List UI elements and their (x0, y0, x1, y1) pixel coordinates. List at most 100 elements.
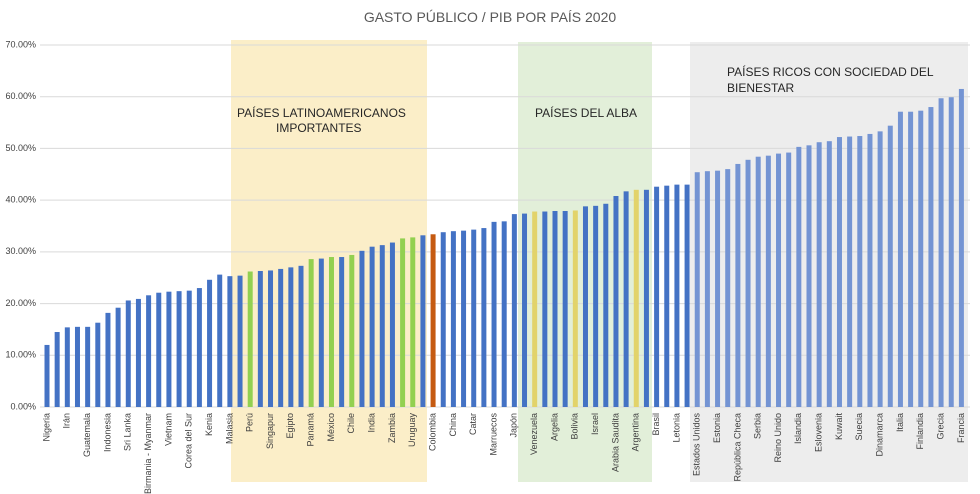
x-tick-label: Dinamarca (874, 413, 884, 457)
x-tick-label: Uruguay (407, 413, 417, 448)
bar (339, 257, 345, 407)
bar (450, 231, 456, 407)
bar (735, 163, 741, 407)
x-tick-label: Venezuela (529, 413, 539, 455)
x-tick-label: Arabia Saudita (610, 413, 620, 472)
bar (217, 274, 223, 407)
x-tick-label: Finlandia (915, 413, 925, 450)
x-tick-label: Italia (895, 413, 905, 432)
bar (857, 136, 863, 407)
x-tick-label: Panamá (306, 413, 316, 447)
bar (613, 196, 619, 407)
x-tick-label: Corea del Sur (184, 413, 194, 469)
bar (511, 214, 517, 407)
x-tick-label: Colombia (427, 413, 437, 451)
bar (867, 133, 873, 407)
bar (847, 136, 853, 407)
bar (115, 307, 121, 407)
bar (349, 254, 355, 407)
x-tick-label: Argentina (631, 413, 641, 452)
bar (715, 170, 721, 407)
y-tick-label: 60.00% (5, 91, 36, 101)
x-tick-label: China (448, 413, 458, 437)
bar (64, 327, 70, 407)
bar (593, 205, 599, 407)
bar (654, 186, 660, 407)
bar (288, 267, 294, 407)
bar (105, 312, 111, 407)
x-tick-label: Chile (346, 413, 356, 434)
bar (897, 111, 903, 407)
x-tick-label: Irán (62, 413, 72, 429)
bar (765, 155, 771, 407)
bar (410, 237, 416, 407)
bar (400, 238, 406, 407)
x-tick-label: Birmania - Myanmar (143, 413, 153, 494)
x-tick-label: República Checa (732, 413, 742, 482)
bar (298, 265, 304, 407)
x-tick-label: Kuwait (834, 413, 844, 441)
bar (562, 211, 568, 407)
x-tick-label: Catar (468, 413, 478, 435)
bar (95, 322, 101, 407)
bar (146, 295, 152, 407)
bar (247, 271, 253, 407)
bar (958, 88, 964, 407)
bar (328, 257, 334, 407)
x-tick-label: Indonesia (102, 413, 112, 452)
bar (440, 232, 446, 407)
x-tick-label: Grecia (935, 413, 945, 440)
x-tick-label: Sri Lanka (123, 413, 133, 451)
bar (877, 131, 883, 407)
bar (430, 234, 436, 407)
x-tick-label: Francia (956, 413, 966, 443)
y-tick-label: 20.00% (5, 298, 36, 308)
bar (491, 221, 497, 407)
bar (308, 259, 314, 407)
bar (603, 203, 609, 407)
y-tick-label: 30.00% (5, 246, 36, 256)
annotation: IMPORTANTES (276, 121, 362, 135)
bar (643, 189, 649, 407)
bar (237, 275, 243, 407)
bar (227, 276, 233, 407)
x-tick-label: Serbia (753, 413, 763, 439)
bar (918, 110, 924, 408)
bar (532, 211, 538, 407)
annotation: BIENESTAR (727, 81, 794, 95)
chart-title: GASTO PÚBLICO / PIB POR PAÍS 2020 (364, 9, 617, 25)
bar (694, 172, 700, 407)
bar (674, 184, 680, 407)
x-tick-label: Marruecos (488, 413, 498, 456)
annotation: PAÍSES RICOS CON SOCIEDAD DEL (727, 64, 934, 79)
bar (786, 152, 792, 407)
bar (278, 268, 284, 407)
bar (755, 156, 761, 407)
x-tick-label: Singapur (265, 413, 275, 449)
bar (836, 137, 842, 407)
bar (461, 230, 467, 407)
bar (522, 213, 528, 407)
x-tick-label: Guatemala (82, 413, 92, 457)
bar (54, 332, 60, 407)
bar (552, 211, 558, 407)
bar (389, 242, 395, 407)
x-tick-label: Estados Unidos (692, 413, 702, 477)
bar (887, 125, 893, 407)
bar (318, 258, 324, 407)
bar (156, 292, 162, 407)
x-tick-label: México (326, 413, 336, 442)
x-tick-label: Argelia (549, 413, 559, 441)
bar (257, 270, 263, 407)
x-tick-label: Suecia (854, 413, 864, 441)
x-tick-label: Letonia (671, 413, 681, 443)
x-tick-label: Zambia (387, 413, 397, 443)
x-tick-label: Perú (245, 413, 255, 432)
y-tick-label: 0.00% (10, 401, 36, 411)
x-tick-label: Israel (590, 413, 600, 435)
bar (501, 221, 507, 407)
bar (359, 250, 365, 407)
x-tick-label: Malasia (224, 413, 234, 444)
bar (176, 291, 182, 407)
bar (928, 107, 934, 408)
